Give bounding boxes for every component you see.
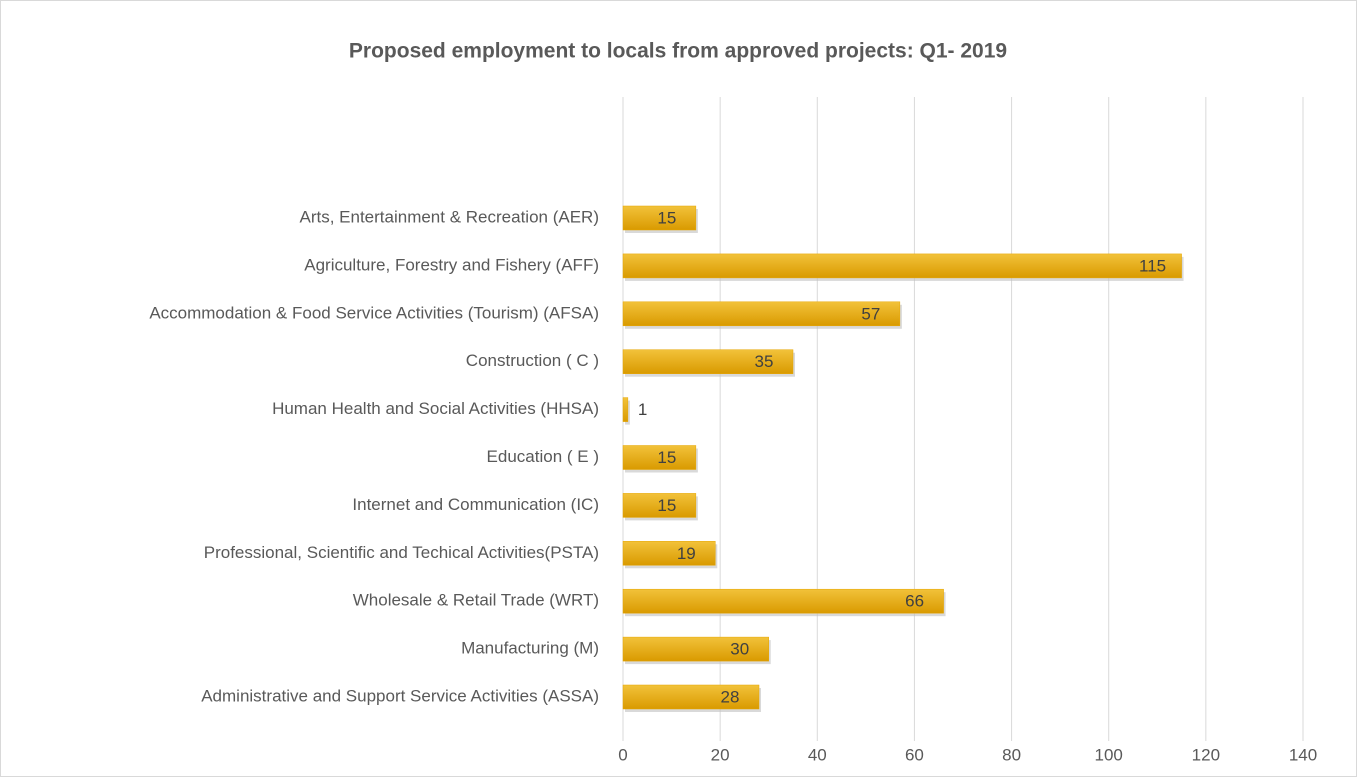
data-label: 15: [657, 496, 676, 515]
x-tick-label: 60: [905, 745, 924, 764]
bar: [622, 684, 760, 710]
data-label: 28: [721, 687, 740, 706]
y-tick-label: Education ( E ): [487, 447, 599, 466]
y-tick-label: Arts, Entertainment & Recreation (AER): [299, 207, 599, 226]
data-label: 15: [657, 448, 676, 467]
bar: [622, 541, 716, 566]
y-tick-label: Internet and Communication (IC): [352, 495, 599, 514]
data-label: 35: [755, 352, 774, 371]
bar: [622, 588, 944, 614]
chart-title: Proposed employment to locals from appro…: [349, 40, 1007, 63]
y-tick-label: Agriculture, Forestry and Fishery (AFF): [304, 255, 599, 274]
data-label: 115: [1139, 256, 1166, 275]
x-tick-label: 40: [808, 745, 827, 764]
x-tick-label: 0: [618, 745, 627, 764]
y-tick-label: Wholesale & Retail Trade (WRT): [353, 591, 599, 610]
x-tick-label: 80: [1002, 745, 1021, 764]
data-label: 30: [730, 640, 749, 659]
data-label: 66: [905, 592, 924, 611]
data-label: 15: [657, 208, 676, 227]
y-tick-label: Human Health and Social Activities (HHSA…: [272, 399, 599, 418]
bar: [622, 205, 697, 231]
bar: [622, 349, 794, 374]
bar: [622, 445, 697, 470]
x-tick-label: 120: [1192, 745, 1220, 764]
data-label: 57: [861, 304, 880, 323]
y-tick-label: Construction ( C ): [466, 351, 599, 370]
y-tick-label: Accommodation & Food Service Activities …: [149, 303, 599, 322]
bar: [622, 636, 769, 662]
data-label: 1: [638, 400, 647, 419]
bar: [622, 493, 697, 518]
y-tick-label: Administrative and Support Service Activ…: [201, 686, 599, 705]
x-tick-label: 100: [1095, 745, 1123, 764]
y-tick-label: Professional, Scientific and Techical Ac…: [204, 543, 599, 562]
x-tick-label: 140: [1289, 745, 1317, 764]
x-tick-label: 20: [711, 745, 730, 764]
bar: [622, 301, 901, 327]
bar: [622, 253, 1182, 279]
bar: [622, 397, 629, 422]
data-label: 19: [677, 544, 696, 563]
y-tick-label: Manufacturing (M): [461, 639, 599, 658]
